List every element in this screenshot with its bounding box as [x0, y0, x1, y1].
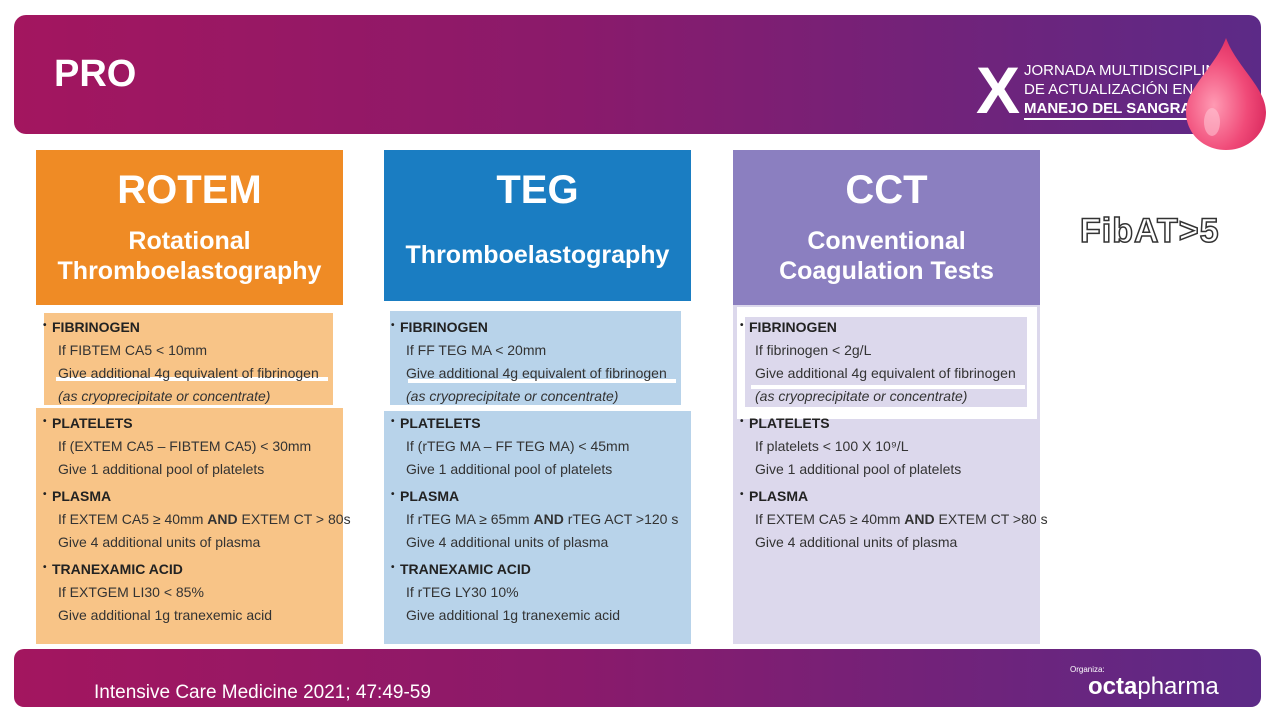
fibat-note: FibAT>5 [1079, 211, 1220, 251]
teg-plasma-title: PLASMA [391, 488, 459, 504]
citation: Intensive Care Medicine 2021; 47:49-59 [94, 682, 431, 703]
rotem-platelets-action: Give 1 additional pool of platelets [58, 461, 265, 477]
cct-fibrinogen-note: (as cryoprecipitate or concentrate) [755, 388, 968, 404]
rotem-fibrinogen-action: Give additional 4g equivalent of fibrino… [58, 365, 319, 381]
organizer-label: Organiza: [1070, 665, 1105, 674]
rotem-tranexamic-title: TRANEXAMIC ACID [43, 561, 183, 577]
cct-body: FIBRINOGEN If fibrinogen < 2g/L Give add… [733, 305, 1048, 644]
teg-plasma-criterion: If rTEG MA ≥ 65mm AND rTEG ACT >120 s [406, 511, 679, 527]
column-rotem: ROTEM Rotational Thromboelastography FIB… [36, 150, 351, 644]
teg-fibrinogen-note: (as cryoprecipitate or concentrate) [406, 388, 619, 404]
slide-title: PRO [54, 53, 137, 95]
event-logo: X JORNADA MULTIDISCIPLINAR DE ACTUALIZAC… [976, 57, 1237, 123]
rotem-fibrinogen-criterion: If FIBTEM CA5 < 10mm [58, 342, 207, 358]
rotem-plasma-title: PLASMA [43, 488, 111, 504]
teg-plasma-action: Give 4 additional units of plasma [406, 534, 609, 550]
rotem-tranexamic-action: Give additional 1g tranexemic acid [58, 607, 273, 623]
rotem-fibrinogen-note: (as cryoprecipitate or concentrate) [58, 388, 271, 404]
teg-header: TEG Thromboelastography [384, 150, 691, 305]
cct-fibrinogen-criterion: If fibrinogen < 2g/L [755, 342, 872, 358]
brand-part-a: octa [1088, 673, 1138, 700]
teg-platelets-title: PLATELETS [391, 415, 481, 431]
rotem-plasma-action: Give 4 additional units of plasma [58, 534, 261, 550]
cct-fibrinogen-title: FIBRINOGEN [740, 319, 837, 335]
octapharma-logo: octapharma [1088, 673, 1219, 701]
cct-plasma-title: PLASMA [740, 488, 808, 504]
teg-platelets-action: Give 1 additional pool of platelets [406, 461, 613, 477]
cct-header: CCT Conventional Coagulation Tests [733, 150, 1040, 305]
teg-fibrinogen-title: FIBRINOGEN [391, 319, 488, 335]
blood-drop-icon [1186, 38, 1266, 150]
rotem-plasma-criterion: If EXTEM CA5 ≥ 40mm AND EXTEM CT > 80s [58, 511, 351, 527]
rotem-header: ROTEM Rotational Thromboelastography [36, 150, 343, 305]
rotem-platelets-title: PLATELETS [43, 415, 133, 431]
cct-full-name-1: Conventional [807, 227, 966, 255]
cct-plasma-action: Give 4 additional units of plasma [755, 534, 958, 550]
teg-tranexamic-criterion: If rTEG LY30 10% [406, 584, 519, 600]
header-banner: PRO X JORNADA MULTIDISCIPLINAR DE ACTUAL… [14, 15, 1261, 134]
cct-platelets-action: Give 1 additional pool of platelets [755, 461, 962, 477]
rotem-tranexamic-criterion: If EXTGEM LI30 < 85% [58, 584, 204, 600]
underline-mark [751, 385, 1025, 389]
logo-line-3: MANEJO DEL SANGRADO [1024, 99, 1214, 120]
teg-fibrinogen-criterion: If FF TEG MA < 20mm [406, 342, 547, 358]
cct-abbr: CCT [845, 168, 928, 212]
teg-body: FIBRINOGEN If FF TEG MA < 20mm Give addi… [384, 301, 691, 644]
rotem-fibrinogen-title: FIBRINOGEN [43, 319, 140, 335]
rotem-full-name-1: Rotational [128, 227, 251, 255]
teg-platelets-criterion: If (rTEG MA – FF TEG MA) < 45mm [406, 438, 630, 454]
underline-mark [56, 377, 328, 381]
logo-numeral: X [976, 53, 1021, 127]
column-cct: CCT Conventional Coagulation Tests FIBRI… [733, 150, 1048, 644]
logo-line-1: JORNADA MULTIDISCIPLINAR [1024, 62, 1238, 79]
column-teg: TEG Thromboelastography FIBRINOGEN If FF… [384, 150, 691, 644]
cct-plasma-criterion: If EXTEM CA5 ≥ 40mm AND EXTEM CT >80 s [755, 511, 1048, 527]
cct-full-name-2: Coagulation Tests [779, 257, 994, 285]
teg-abbr: TEG [496, 168, 579, 212]
underline-mark [408, 379, 676, 383]
teg-tranexamic-title: TRANEXAMIC ACID [391, 561, 531, 577]
logo-line-2: DE ACTUALIZACIÓN EN EL [1024, 81, 1216, 98]
rotem-abbr: ROTEM [117, 168, 262, 212]
teg-tranexamic-action: Give additional 1g tranexemic acid [406, 607, 621, 623]
rotem-body: FIBRINOGEN If FIBTEM CA5 < 10mm Give add… [36, 305, 351, 644]
cct-fibrinogen-action: Give additional 4g equivalent of fibrino… [755, 365, 1016, 381]
brand-part-b: pharma [1137, 673, 1219, 700]
teg-fibrinogen-action: Give additional 4g equivalent of fibrino… [406, 365, 667, 381]
cct-platelets-title: PLATELETS [740, 415, 830, 431]
cct-platelets-criterion: If platelets < 100 X 10⁹/L [755, 438, 909, 454]
rotem-platelets-criterion: If (EXTEM CA5 – FIBTEM CA5) < 30mm [58, 438, 312, 454]
footer-banner: Intensive Care Medicine 2021; 47:49-59 O… [14, 649, 1261, 707]
rotem-full-name-2: Thromboelastography [57, 257, 322, 285]
teg-full-name: Thromboelastography [405, 241, 670, 269]
